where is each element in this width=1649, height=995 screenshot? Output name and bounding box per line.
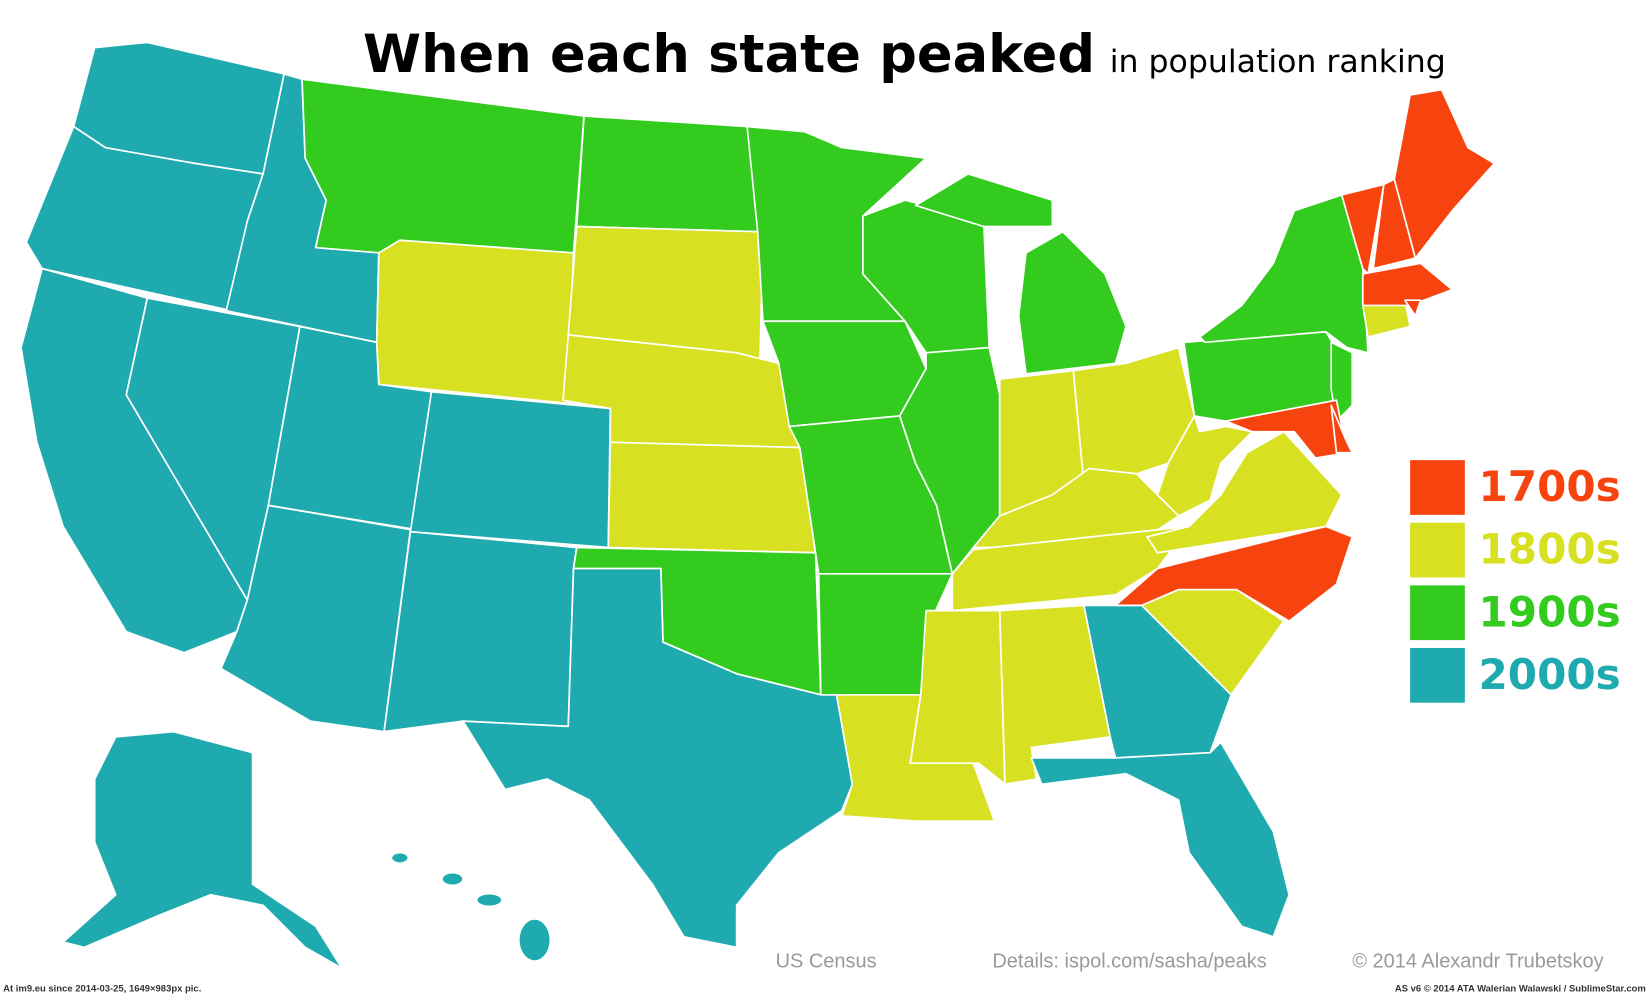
legend-swatch [1410,647,1465,703]
legend-swatch [1410,522,1465,578]
state [1030,741,1290,938]
state [62,730,343,970]
legend: 1700s 1800s 1900s 2000s [1410,460,1621,703]
state [441,871,464,887]
legend-label: 1900s [1479,587,1621,636]
state [575,115,764,233]
details: Details: ispol.com/sasha/peaks [992,950,1266,972]
state [914,173,1054,228]
state [383,530,578,733]
legend-label: 2000s [1479,650,1621,699]
state [762,320,927,428]
state [1114,525,1354,622]
state [1393,88,1496,259]
legend-label: 1800s [1479,525,1621,574]
legend-label: 1700s [1479,462,1621,511]
state [1361,262,1454,307]
states [20,41,1496,970]
state [1330,404,1354,454]
state [909,609,1006,786]
state [1017,230,1127,375]
state [409,390,612,549]
state [1156,415,1254,517]
state [375,239,575,405]
state [607,441,817,554]
title: When each state peaked in population rank… [363,24,1446,85]
subtitle: in population ranking [1110,44,1446,80]
legend-swatch [1410,460,1465,515]
state [1225,399,1348,459]
watermark-left: At im9.eu since 2014-03-25, 1649×983px p… [3,984,201,995]
state [1404,299,1422,317]
state [475,892,503,908]
watermark-right: AS v6 © 2014 ATA Walerian Walawski / Sub… [1395,984,1646,995]
title-main: When each state peaked [363,24,1095,85]
legend-swatch [1410,585,1465,641]
source: US Census [776,950,877,972]
state [462,567,854,949]
state [517,918,552,962]
state [390,851,410,865]
credit: © 2014 Alexandr Trubetskoy [1352,950,1603,972]
